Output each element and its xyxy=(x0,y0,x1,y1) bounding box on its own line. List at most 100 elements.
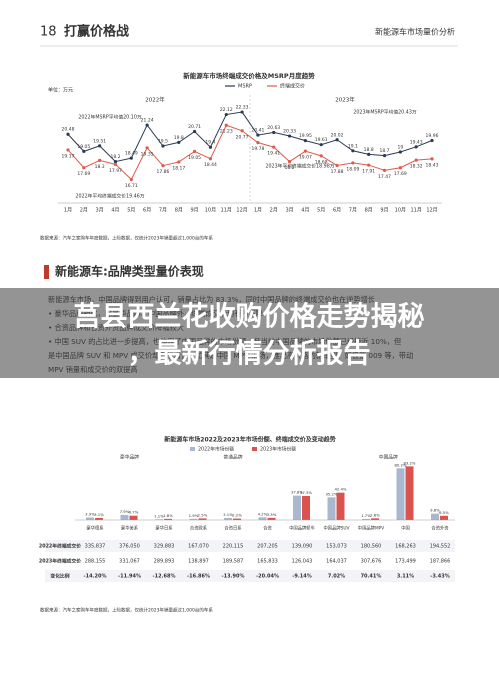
source: 数据来源：汽车之家购车年度数据，上险数据，仅统计2023年销量超过1,000台的… xyxy=(40,235,213,242)
x-tick-label: 6月 xyxy=(333,208,341,214)
x-tick-label: 中国 xyxy=(401,525,410,532)
bar xyxy=(293,495,301,520)
x-tick-label: 中国品牌轿车 xyxy=(289,525,315,532)
bar xyxy=(327,497,336,520)
x-tick-label: 5月 xyxy=(127,208,135,214)
data-label: 19.78 xyxy=(251,146,264,152)
bar xyxy=(258,517,267,520)
data-label: 7.9% xyxy=(120,509,130,514)
bar xyxy=(129,515,138,520)
cell: 207,205 xyxy=(257,544,278,550)
data-label: 19.05 xyxy=(188,155,201,161)
data-label: 3.9% xyxy=(85,511,95,516)
data-label: 20.41 xyxy=(251,128,264,134)
cell: -11.94% xyxy=(118,574,141,580)
point xyxy=(145,123,149,127)
data-label: 18.17 xyxy=(172,165,185,171)
row-bg xyxy=(45,570,455,582)
cell: 194,552 xyxy=(430,544,451,550)
cell: 180,560 xyxy=(361,544,382,550)
point xyxy=(113,162,118,166)
row-bg xyxy=(45,540,455,552)
cell: 168,263 xyxy=(395,544,416,550)
data-label: 17.91 xyxy=(362,169,375,175)
data-label: 1.1% xyxy=(154,513,164,518)
legend-label: 2022年市场份额 xyxy=(198,446,234,453)
data-label: 2.5% xyxy=(198,512,208,517)
point xyxy=(382,154,387,158)
cell: -16.86% xyxy=(187,574,210,580)
data-label: 18.8 xyxy=(364,147,374,153)
overlay-title: ，最新行情分析报告 xyxy=(128,338,371,370)
x-tick-label: 4月 xyxy=(301,208,309,214)
point xyxy=(382,168,387,172)
point xyxy=(98,144,102,148)
row-label: 2022年终端成交价 xyxy=(39,543,81,550)
point xyxy=(256,133,260,137)
bar xyxy=(198,518,207,520)
bar xyxy=(233,518,241,520)
point xyxy=(177,140,181,144)
data-label: 18.43 xyxy=(426,162,439,168)
bar xyxy=(336,492,345,520)
data-label: 18.68 xyxy=(315,159,328,165)
x-tick-label: 11月 xyxy=(221,208,232,214)
bar xyxy=(267,517,276,520)
point xyxy=(161,164,165,168)
point xyxy=(398,150,402,154)
cell: -3.43% xyxy=(430,574,449,580)
bar xyxy=(440,515,448,520)
cell: 307,676 xyxy=(361,559,382,565)
data-label: 80.2% xyxy=(394,462,406,467)
cell: -12.68% xyxy=(153,574,176,580)
cell: 189,587 xyxy=(223,559,244,565)
data-label: 17.69 xyxy=(394,171,407,177)
group-label: 豪华品牌 xyxy=(120,454,139,461)
data-label: 20.63 xyxy=(267,125,280,131)
point xyxy=(208,157,213,161)
data-label: 19.05 xyxy=(77,144,90,150)
data-label: 19.35 xyxy=(141,151,154,157)
cell: -13.90% xyxy=(222,574,245,580)
data-label: 20.02 xyxy=(331,132,344,138)
cell: 138,897 xyxy=(188,559,209,565)
data-label: 19.43 xyxy=(410,139,423,145)
cell: -14.20% xyxy=(84,574,107,580)
point xyxy=(161,144,165,148)
point xyxy=(240,129,244,133)
data-label: 19.5 xyxy=(158,139,168,145)
data-label: 19.07 xyxy=(299,155,312,161)
point xyxy=(430,157,434,161)
x-tick-label: 3月 xyxy=(96,208,104,214)
cell: 173,499 xyxy=(395,559,416,565)
x-tick-label: 9月 xyxy=(380,208,388,214)
data-label: 20.71 xyxy=(188,124,201,130)
row-label: 2023年终端成交价 xyxy=(39,558,81,565)
point xyxy=(303,149,307,153)
cell: 153,073 xyxy=(326,544,347,550)
annotation: 2022年MSRP平均值20.10万 xyxy=(78,114,142,121)
x-tick-label: 12月 xyxy=(236,208,247,214)
line-title: 新能源车市场终端成交价格及MSRP月度趋势 xyxy=(183,71,315,80)
overlay-title: 莒县西兰花收购价格走势揭秘 xyxy=(74,302,425,333)
data-label: 16.71 xyxy=(125,183,138,189)
point xyxy=(414,158,418,162)
group-label: 普通品牌 xyxy=(223,454,242,461)
point xyxy=(287,160,292,164)
x-tick-label: 合资日系 xyxy=(224,525,242,532)
x-tick-label: 7月 xyxy=(349,208,357,214)
series-line xyxy=(67,111,433,163)
bar xyxy=(224,518,232,520)
x-tick-label: 10月 xyxy=(395,208,406,214)
data-label: 2.6% xyxy=(370,512,380,517)
cell: 187,866 xyxy=(430,559,451,565)
point xyxy=(82,166,86,170)
data-label: 19.8 xyxy=(174,135,184,141)
legend-label: 2023年市场份额 xyxy=(260,446,296,453)
bar xyxy=(164,518,172,520)
bar xyxy=(431,513,439,520)
point xyxy=(224,112,228,117)
x-tick-label: 2月 xyxy=(270,208,278,214)
section-marker xyxy=(44,265,49,279)
data-label: 37.8% xyxy=(291,490,303,495)
